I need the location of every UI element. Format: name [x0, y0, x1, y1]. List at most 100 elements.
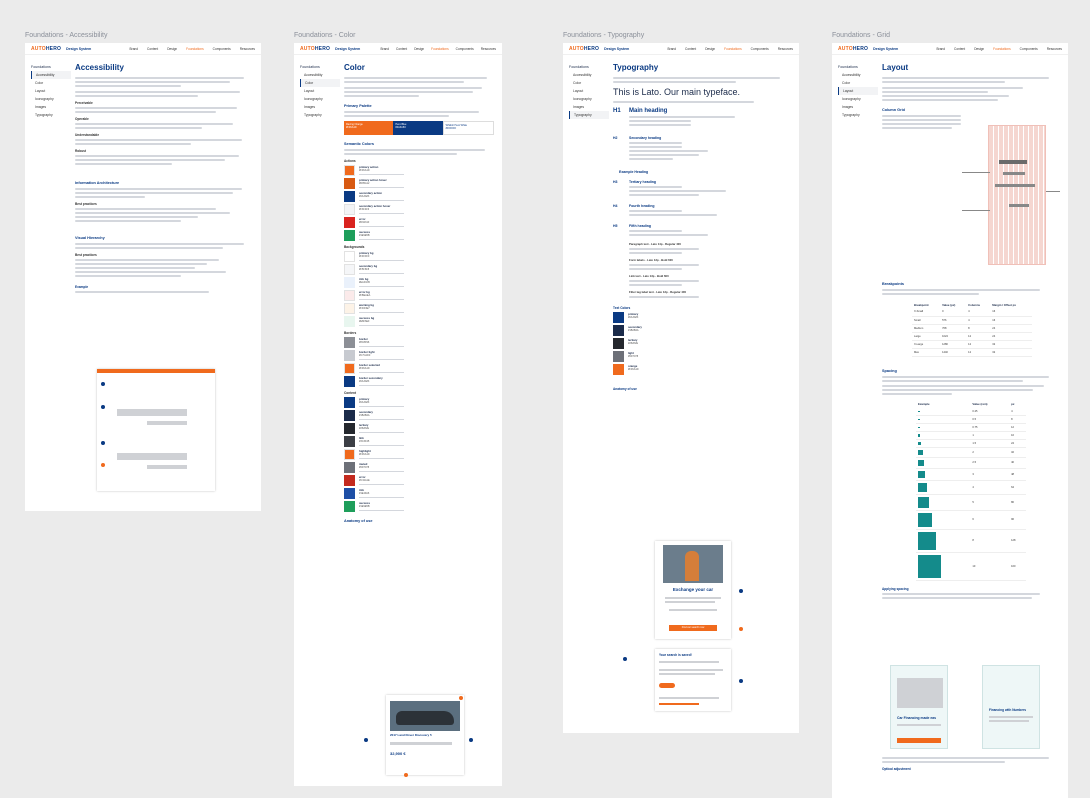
swatch-label: secondary action [359, 191, 383, 195]
table-cell: 80 [1009, 494, 1026, 512]
nav-design[interactable]: Design [974, 46, 985, 51]
board-title: Foundations - Grid [832, 32, 890, 39]
sidebar-item-typography[interactable]: Typography [842, 113, 860, 117]
sidebar-item-typography[interactable]: Typography [304, 113, 322, 117]
swatch-hex: #D85A12 [359, 182, 370, 185]
swatch-label: success [359, 230, 371, 234]
table-cell: 16 [990, 316, 1032, 325]
anatomy-heading: Anatomy of use [344, 519, 373, 523]
top-nav: AUTOHERO Design System Brand Content Des… [25, 43, 261, 55]
nav-brand[interactable]: Brand [380, 46, 390, 51]
swatch-label: info [359, 488, 365, 492]
sidebar-item-color[interactable]: Color [842, 81, 851, 85]
column-grid-illustration [988, 125, 1046, 265]
nav-foundations[interactable]: Foundations [431, 46, 449, 51]
table-cell: 16 [990, 308, 1032, 317]
logo[interactable]: AUTOHERO [300, 45, 331, 52]
nav-components[interactable]: Components [1019, 46, 1038, 51]
nav-foundations[interactable]: Foundations [186, 46, 204, 51]
car-title: 2017 Land Rover Discovery 5 [390, 733, 432, 737]
table-cell: 8 [966, 324, 991, 333]
logo[interactable]: AUTOHERO [838, 45, 869, 52]
sidebar-item-layout[interactable]: Layout [304, 89, 315, 93]
nav-brand[interactable]: Brand [129, 46, 139, 51]
text-color-swatch [613, 364, 624, 375]
table-cell: 1280 [940, 340, 967, 349]
table-cell: 0 [940, 308, 967, 317]
nav-design[interactable]: Design [167, 46, 178, 51]
optical-adjustment-heading: Optical adjustment [882, 767, 911, 771]
sidebar-item-iconography[interactable]: Iconography [304, 97, 323, 101]
text-color-label: orange [628, 364, 638, 368]
table-cell: 64 [1009, 480, 1026, 495]
nav-brand[interactable]: Brand [936, 46, 946, 51]
color-group-heading: Actions [344, 159, 356, 163]
table-cell: Medium [912, 324, 941, 333]
nav-content[interactable]: Content [147, 46, 159, 51]
color-swatch-row: info bg #EAF1FB [344, 277, 494, 288]
grid-page: AUTOHERO Design System Brand Content Des… [832, 43, 1068, 798]
sidebar-item-accessibility[interactable]: Accessibility [842, 73, 861, 77]
sidebar-item-images[interactable]: Images [35, 105, 47, 109]
color-swatch-row: primary action hover #D85A12 [344, 178, 494, 189]
sidebar-item-color[interactable]: Color [35, 81, 44, 85]
color-swatch-row: border secondary #0A3A83 [344, 376, 494, 387]
logo[interactable]: AUTOHERO [31, 45, 62, 52]
table-row: Max 1440 12 32 [912, 348, 1032, 357]
sidebar-item-typography[interactable]: Typography [569, 111, 609, 119]
nav-design[interactable]: Design [705, 46, 716, 51]
nav-resources[interactable]: Resources [777, 46, 793, 51]
nav-content[interactable]: Content [396, 46, 408, 51]
subheading-best-practices: Best practices [75, 202, 97, 206]
design-system-label: Design System [335, 46, 361, 51]
page-title: Accessibility [75, 63, 124, 72]
spacing-square [918, 531, 937, 551]
sidebar-item-accessibility[interactable]: Accessibility [31, 71, 71, 79]
sidebar-item-iconography[interactable]: Iconography [842, 97, 861, 101]
logo[interactable]: AUTOHERO [569, 45, 600, 52]
color-swatch-row: primary #0A3A83 [344, 397, 494, 408]
swatch-hex: #0A3A83 [359, 401, 370, 404]
nav-design[interactable]: Design [414, 46, 425, 51]
nav-content[interactable]: Content [954, 46, 966, 51]
table-row: 1 16 [916, 431, 1026, 440]
nav-brand[interactable]: Brand [667, 46, 677, 51]
swatch-label: error bg [359, 290, 370, 294]
sidebar-item-accessibility[interactable]: Accessibility [304, 73, 323, 77]
spacing-square [918, 410, 920, 412]
sidebar-item-images[interactable]: Images [304, 105, 316, 109]
nav-foundations[interactable]: Foundations [724, 46, 742, 51]
sidebar-item-iconography[interactable]: Iconography [35, 97, 54, 101]
table-cell: Large [912, 332, 941, 341]
nav-components[interactable]: Components [455, 46, 474, 51]
nav-components[interactable]: Components [750, 46, 769, 51]
sidebar-item-typography[interactable]: Typography [35, 113, 53, 117]
swatch-hex: #F06A1D [359, 453, 370, 456]
exchange-cta-button[interactable]: Find car search now [669, 625, 717, 631]
sidebar-item-images[interactable]: Images [842, 105, 854, 109]
nav-content[interactable]: Content [685, 46, 697, 51]
table-cell: Small [912, 316, 941, 325]
table-cell: 0.5 [970, 415, 1010, 424]
main-content: Layout Column Grid [882, 63, 1058, 131]
color-swatch-row: success #1E9E5B [344, 501, 494, 512]
sidebar-item-images[interactable]: Images [573, 105, 585, 109]
swatch-hex: #8C8F96 [359, 341, 370, 344]
color-swatch [344, 178, 355, 189]
nav-components[interactable]: Components [212, 46, 231, 51]
sidebar-item-iconography[interactable]: Iconography [573, 97, 592, 101]
nav-resources[interactable]: Resources [480, 46, 496, 51]
nav-resources[interactable]: Resources [239, 46, 255, 51]
sidebar-item-layout[interactable]: Layout [573, 89, 584, 93]
nav-foundations[interactable]: Foundations [993, 46, 1011, 51]
nav-links: Brand Content Design Foundations Compone… [381, 47, 497, 51]
sidebar-item-layout[interactable]: Layout [838, 87, 878, 95]
sidebar-item-color[interactable]: Color [573, 81, 582, 85]
sidebar-item-layout[interactable]: Layout [35, 89, 46, 93]
sidebar-item-accessibility[interactable]: Accessibility [573, 73, 592, 77]
color-swatch-row: secondary #1B2B4A [344, 410, 494, 421]
sidebar-item-color[interactable]: Color [300, 79, 340, 87]
nav-resources[interactable]: Resources [1046, 46, 1062, 51]
table-cell: 8 [1009, 415, 1026, 424]
table-cell: 10 [970, 552, 1010, 581]
